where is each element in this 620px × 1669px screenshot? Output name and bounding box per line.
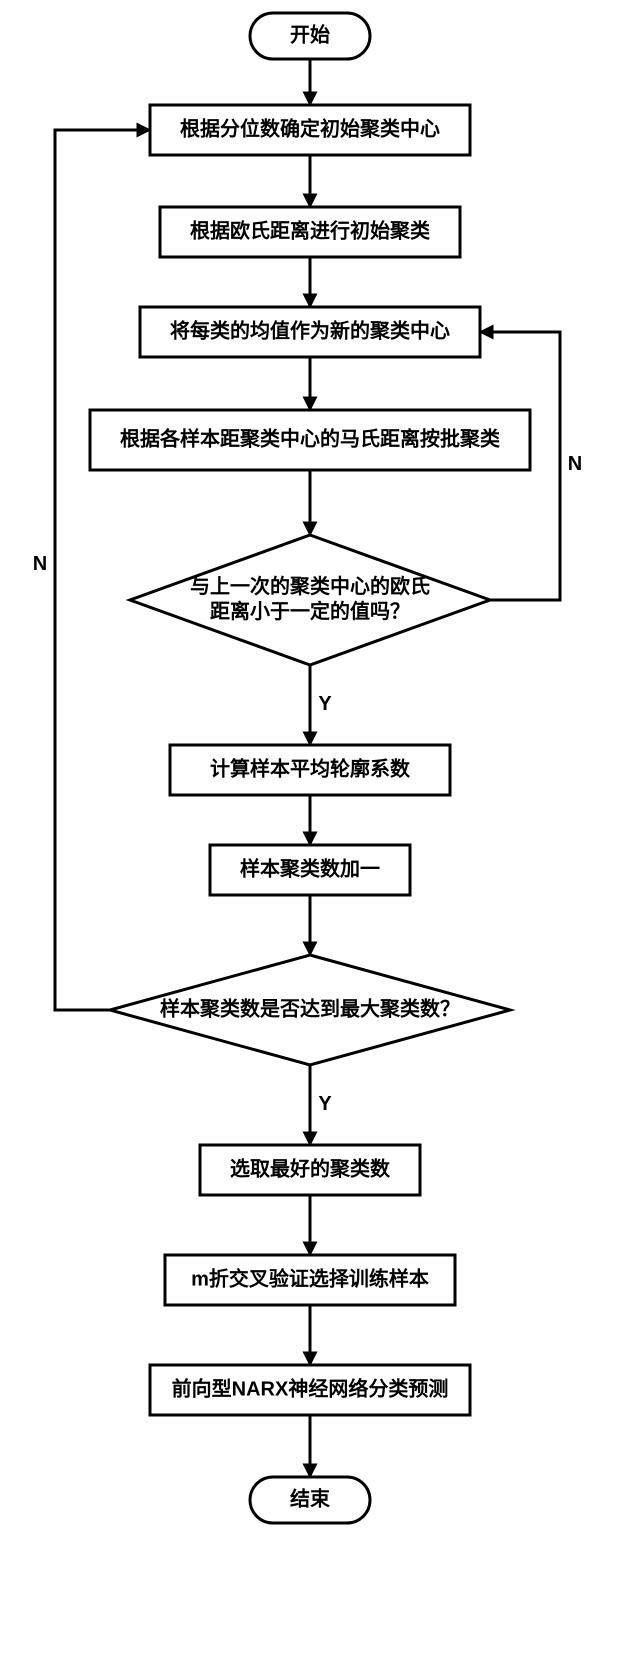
flow-node-n7: 选取最好的聚类数 <box>200 1145 420 1195</box>
edge-label: Y <box>318 693 332 715</box>
node-label: 开始 <box>290 22 330 46</box>
nodes: 开始根据分位数确定初始聚类中心根据欧氏距离进行初始聚类将每类的均值作为新的聚类中… <box>90 13 530 1523</box>
flow-node-end: 结束 <box>250 1477 370 1523</box>
flowchart-canvas: Y Y N N 开始根据分位数确定初始聚类中心根据欧氏距离进行初始聚类将每类的均值作为新… <box>0 0 620 1669</box>
edge-label: N <box>568 453 582 475</box>
node-label: 根据各样本距聚类中心的马氏距离按批聚类 <box>120 426 500 450</box>
flow-node-n6: 样本聚类数加一 <box>210 845 410 895</box>
flow-node-d1: 与上一次的聚类中心的欧氏距离小于一定的值吗？ <box>130 535 490 665</box>
edge-label: N <box>33 553 47 575</box>
node-label: 将每类的均值作为新的聚类中心 <box>170 318 450 342</box>
flow-node-n1: 根据分位数确定初始聚类中心 <box>150 105 470 155</box>
node-label: 前向型NARX神经网络分类预测 <box>172 1376 449 1400</box>
flow-node-n2: 根据欧氏距离进行初始聚类 <box>160 207 460 257</box>
flow-node-n3: 将每类的均值作为新的聚类中心 <box>140 307 480 357</box>
node-label: m折交叉验证选择训练样本 <box>191 1266 429 1290</box>
node-label: 距离小于一定的值吗？ <box>210 599 410 623</box>
edge-label: Y <box>318 1093 332 1115</box>
node-label: 结束 <box>290 1486 331 1510</box>
flow-node-n5: 计算样本平均轮廓系数 <box>170 745 450 795</box>
flow-node-n4: 根据各样本距聚类中心的马氏距离按批聚类 <box>90 410 530 470</box>
flow-node-d2: 样本聚类数是否达到最大聚类数？ <box>110 955 510 1065</box>
flow-edge <box>55 130 150 1010</box>
node-label: 根据分位数确定初始聚类中心 <box>180 116 440 140</box>
flow-node-n9: 前向型NARX神经网络分类预测 <box>150 1365 470 1415</box>
node-label: 样本聚类数加一 <box>240 856 380 880</box>
flow-node-start: 开始 <box>250 13 370 59</box>
node-label: 与上一次的聚类中心的欧氏 <box>190 574 430 598</box>
node-label: 根据欧氏距离进行初始聚类 <box>190 218 430 242</box>
node-label: 选取最好的聚类数 <box>230 1156 391 1180</box>
node-label: 计算样本平均轮廓系数 <box>210 756 411 780</box>
flow-node-n8: m折交叉验证选择训练样本 <box>165 1255 455 1305</box>
node-label: 样本聚类数是否达到最大聚类数？ <box>160 996 460 1020</box>
